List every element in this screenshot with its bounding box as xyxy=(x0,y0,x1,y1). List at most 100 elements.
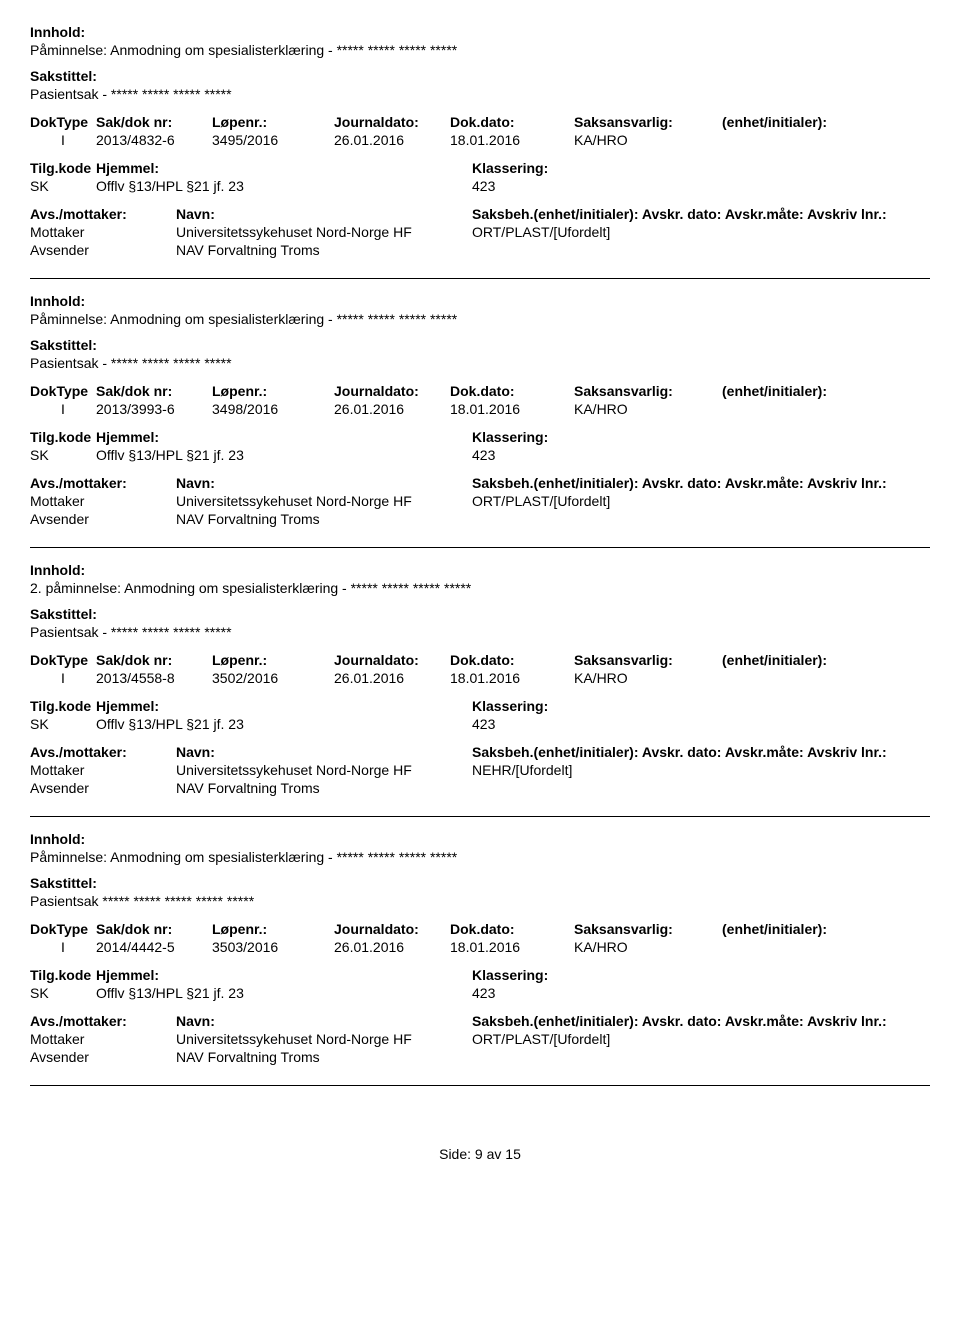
journal-record: Innhold: Påminnelse: Anmodning om spesia… xyxy=(30,279,930,548)
tilg-header-row: Tilg.kode Hjemmel: Klassering: xyxy=(30,160,930,176)
klassering-value: 423 xyxy=(472,447,930,463)
journal-record: Innhold: Påminnelse: Anmodning om spesia… xyxy=(30,817,930,1086)
enhet-header: (enhet/initialer): xyxy=(722,921,930,937)
party-name: Universitetssykehuset Nord-Norge HF xyxy=(176,1031,472,1047)
innhold-text: Påminnelse: Anmodning om spesialisterklæ… xyxy=(30,849,930,865)
saksansvarlig-header: Saksansvarlig: xyxy=(574,921,722,937)
avs-mottaker-header: Avs./mottaker: xyxy=(30,206,176,222)
party-name: Universitetssykehuset Nord-Norge HF xyxy=(176,762,472,778)
doktype-value: I xyxy=(30,670,96,686)
party-role: Avsender xyxy=(30,1049,176,1065)
page-footer: Side: 9 av 15 xyxy=(30,1146,930,1162)
party-name: NAV Forvaltning Troms xyxy=(176,242,472,258)
tilgkode-value: SK xyxy=(30,447,96,463)
lopenr-header: Løpenr.: xyxy=(212,921,334,937)
journaldato-value: 26.01.2016 xyxy=(334,670,450,686)
doktype-header: DokType xyxy=(30,383,96,399)
avs-mottaker-header: Avs./mottaker: xyxy=(30,1013,176,1029)
party-name: NAV Forvaltning Troms xyxy=(176,780,472,796)
sakstittel-label: Sakstittel: xyxy=(30,68,930,84)
party-role: Mottaker xyxy=(30,1031,176,1047)
saksbeh-header: Saksbeh.(enhet/initialer): Avskr. dato: … xyxy=(472,1013,930,1029)
party-saksbeh xyxy=(472,242,930,258)
tilg-header-row: Tilg.kode Hjemmel: Klassering: xyxy=(30,429,930,445)
party-role: Avsender xyxy=(30,511,176,527)
sakdok-value: 2014/4442-5 xyxy=(96,939,212,955)
klassering-value: 423 xyxy=(472,178,930,194)
dokdato-header: Dok.dato: xyxy=(450,652,574,668)
innhold-label: Innhold: xyxy=(30,293,930,309)
party-name: NAV Forvaltning Troms xyxy=(176,1049,472,1065)
klassering-value: 423 xyxy=(472,985,930,1001)
lopenr-header: Løpenr.: xyxy=(212,114,334,130)
records-container: Innhold: Påminnelse: Anmodning om spesia… xyxy=(30,10,930,1086)
enhet-header: (enhet/initialer): xyxy=(722,383,930,399)
lopenr-value: 3502/2016 xyxy=(212,670,334,686)
sakdok-header: Sak/dok nr: xyxy=(96,921,212,937)
party-role: Avsender xyxy=(30,780,176,796)
party-row: Mottaker Universitetssykehuset Nord-Norg… xyxy=(30,1031,930,1047)
journaldato-value: 26.01.2016 xyxy=(334,132,450,148)
party-saksbeh: NEHR/[Ufordelt] xyxy=(472,762,930,778)
party-row: Mottaker Universitetssykehuset Nord-Norg… xyxy=(30,493,930,509)
klassering-value: 423 xyxy=(472,716,930,732)
party-saksbeh: ORT/PLAST/[Ufordelt] xyxy=(472,224,930,240)
sakdok-header: Sak/dok nr: xyxy=(96,383,212,399)
party-row: Avsender NAV Forvaltning Troms xyxy=(30,242,930,258)
saksansvarlig-header: Saksansvarlig: xyxy=(574,114,722,130)
sakstittel-label: Sakstittel: xyxy=(30,606,930,622)
footer-of: av xyxy=(487,1146,502,1162)
party-header-row: Avs./mottaker: Navn: Saksbeh.(enhet/init… xyxy=(30,206,930,222)
journaldato-header: Journaldato: xyxy=(334,921,450,937)
saksbeh-header: Saksbeh.(enhet/initialer): Avskr. dato: … xyxy=(472,475,930,491)
saksansvarlig-value: KA/HRO xyxy=(574,132,722,148)
party-name: Universitetssykehuset Nord-Norge HF xyxy=(176,493,472,509)
tilgkode-value: SK xyxy=(30,716,96,732)
hjemmel-value: Offlv §13/HPL §21 jf. 23 xyxy=(96,447,472,463)
saksansvarlig-value: KA/HRO xyxy=(574,670,722,686)
party-saksbeh: ORT/PLAST/[Ufordelt] xyxy=(472,1031,930,1047)
meta-header-row: DokType Sak/dok nr: Løpenr.: Journaldato… xyxy=(30,921,930,937)
lopenr-value: 3498/2016 xyxy=(212,401,334,417)
hjemmel-header: Hjemmel: xyxy=(96,429,472,445)
party-header-row: Avs./mottaker: Navn: Saksbeh.(enhet/init… xyxy=(30,475,930,491)
party-saksbeh: ORT/PLAST/[Ufordelt] xyxy=(472,493,930,509)
tilgkode-header: Tilg.kode xyxy=(30,160,96,176)
lopenr-header: Løpenr.: xyxy=(212,652,334,668)
saksansvarlig-header: Saksansvarlig: xyxy=(574,652,722,668)
doktype-header: DokType xyxy=(30,114,96,130)
enhet-value xyxy=(722,939,930,955)
doktype-value: I xyxy=(30,401,96,417)
footer-total: 15 xyxy=(505,1146,521,1162)
party-name: NAV Forvaltning Troms xyxy=(176,511,472,527)
sakstittel-label: Sakstittel: xyxy=(30,875,930,891)
enhet-value xyxy=(722,132,930,148)
navn-header: Navn: xyxy=(176,744,472,760)
party-header-row: Avs./mottaker: Navn: Saksbeh.(enhet/init… xyxy=(30,744,930,760)
journaldato-header: Journaldato: xyxy=(334,652,450,668)
party-name: Universitetssykehuset Nord-Norge HF xyxy=(176,224,472,240)
sakdok-value: 2013/4832-6 xyxy=(96,132,212,148)
enhet-value xyxy=(722,401,930,417)
tilg-value-row: SK Offlv §13/HPL §21 jf. 23 423 xyxy=(30,985,930,1001)
klassering-header: Klassering: xyxy=(472,160,930,176)
tilg-value-row: SK Offlv §13/HPL §21 jf. 23 423 xyxy=(30,178,930,194)
party-saksbeh xyxy=(472,780,930,796)
tilgkode-header: Tilg.kode xyxy=(30,698,96,714)
innhold-label: Innhold: xyxy=(30,24,930,40)
saksbeh-header: Saksbeh.(enhet/initialer): Avskr. dato: … xyxy=(472,744,930,760)
saksansvarlig-header: Saksansvarlig: xyxy=(574,383,722,399)
doktype-value: I xyxy=(30,132,96,148)
hjemmel-value: Offlv §13/HPL §21 jf. 23 xyxy=(96,985,472,1001)
tilgkode-value: SK xyxy=(30,178,96,194)
klassering-header: Klassering: xyxy=(472,429,930,445)
sakstittel-text: Pasientsak - ***** ***** ***** ***** xyxy=(30,624,930,640)
lopenr-value: 3495/2016 xyxy=(212,132,334,148)
tilg-header-row: Tilg.kode Hjemmel: Klassering: xyxy=(30,967,930,983)
party-role: Avsender xyxy=(30,242,176,258)
tilg-value-row: SK Offlv §13/HPL §21 jf. 23 423 xyxy=(30,716,930,732)
party-role: Mottaker xyxy=(30,762,176,778)
dokdato-value: 18.01.2016 xyxy=(450,939,574,955)
doktype-header: DokType xyxy=(30,921,96,937)
innhold-text: 2. påminnelse: Anmodning om spesialister… xyxy=(30,580,930,596)
